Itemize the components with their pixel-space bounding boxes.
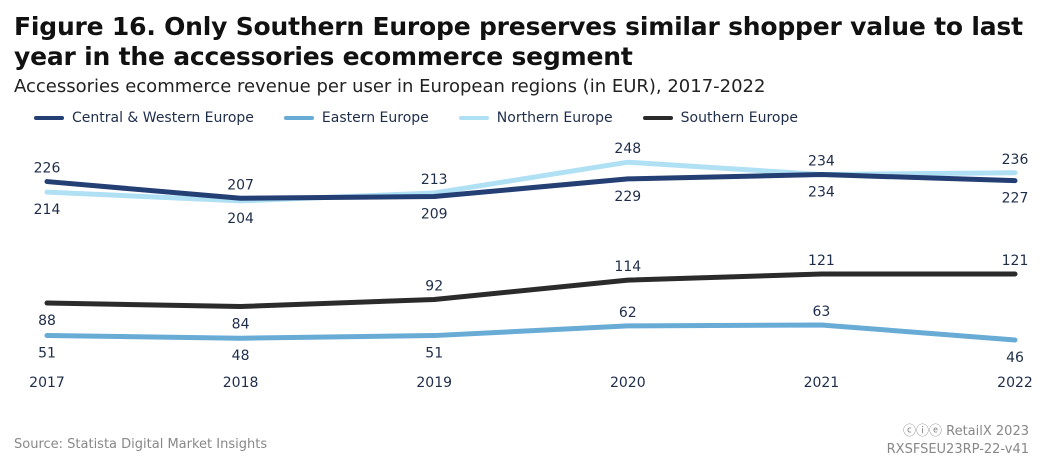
data-label: 51 (425, 346, 443, 362)
x-tick-label: 2020 (610, 375, 646, 391)
data-label: 51 (38, 346, 56, 362)
data-label: 48 (232, 348, 250, 364)
x-tick-label: 2021 (804, 375, 840, 391)
data-label: 46 (1006, 350, 1024, 366)
legend-swatch (642, 116, 673, 120)
legend-swatch (458, 116, 489, 120)
legend-label: Central & Western Europe (72, 110, 254, 126)
data-label: 226 (34, 161, 61, 177)
legend-item: Central & Western Europe (34, 110, 254, 126)
legend-item: Southern Europe (642, 110, 798, 126)
legend-label: Eastern Europe (321, 110, 429, 126)
legend-label: Southern Europe (680, 110, 798, 126)
data-label: 227 (1002, 191, 1029, 207)
data-label: 229 (614, 189, 641, 205)
copyright: RetailX 2023 (946, 424, 1029, 439)
x-tick-label: 2018 (223, 375, 259, 391)
data-label: 84 (232, 317, 250, 333)
data-label: 234 (808, 185, 835, 201)
figure-subtitle: Accessories ecommerce revenue per user i… (14, 76, 766, 97)
data-label: 207 (227, 177, 254, 193)
data-label: 62 (619, 305, 637, 321)
series-line (44, 271, 1018, 310)
data-label: 234 (808, 154, 835, 170)
data-label: 121 (808, 253, 835, 269)
source-note: Source: Statista Digital Market Insights (14, 437, 268, 452)
data-label: 214 (34, 202, 61, 218)
series-line (44, 322, 1018, 343)
data-label: 63 (812, 304, 830, 320)
data-label: 213 (421, 172, 448, 188)
report-code: RXSFSEU23RP-22-v41 (886, 442, 1029, 457)
data-label: 92 (425, 278, 443, 294)
legend: Central & Western Europe Eastern Europe No… (34, 110, 828, 126)
footer-right: ⓒⓘⓔ RetailX 2023 RXSFSEU23RP-22-v41 (887, 423, 1029, 459)
legend-item: Eastern Europe (283, 110, 429, 126)
x-tick-label: 2017 (29, 375, 65, 391)
data-label: 209 (421, 207, 448, 223)
legend-item: Northern Europe (458, 110, 613, 126)
data-label: 88 (38, 313, 56, 329)
legend-swatch (283, 116, 314, 120)
cc-license-icon: ⓒⓘⓔ (903, 424, 947, 439)
x-tick-label: 2022 (997, 375, 1033, 391)
data-label: 114 (614, 259, 641, 275)
data-label: 248 (614, 141, 641, 157)
x-tick-label: 2019 (416, 375, 452, 391)
series-line (44, 172, 1018, 201)
legend-label: Northern Europe (496, 110, 613, 126)
data-label: 121 (1002, 253, 1029, 269)
figure-title: Figure 16. Only Southern Europe preserve… (14, 12, 1023, 71)
data-label: 204 (227, 211, 254, 227)
legend-swatch (34, 116, 64, 120)
data-label: 236 (1002, 152, 1029, 168)
